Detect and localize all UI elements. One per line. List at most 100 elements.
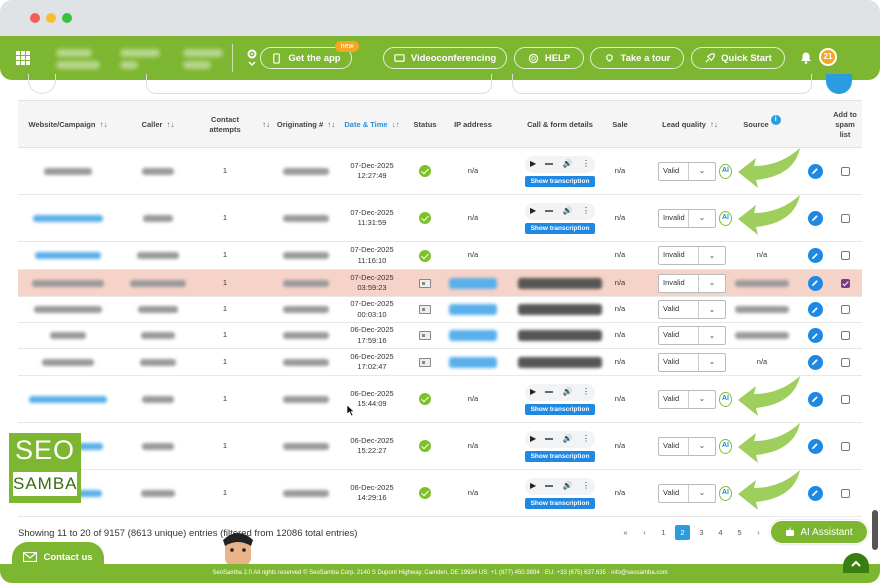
col-attempts-sort[interactable]: ↑↓	[252, 101, 276, 149]
col-originating[interactable]: Originating # ↑↓	[276, 101, 336, 149]
account-name-blurred[interactable]	[56, 49, 92, 57]
volume-icon[interactable]: 🔊	[562, 206, 573, 216]
date-filter-field[interactable]	[146, 74, 492, 94]
volume-icon[interactable]: 🔊	[562, 434, 573, 444]
form-details-blurred[interactable]	[518, 356, 602, 368]
show-transcription-button[interactable]: Show transcription	[524, 403, 596, 415]
show-transcription-button[interactable]: Show transcription	[524, 450, 596, 462]
spam-checkbox[interactable]	[840, 488, 850, 498]
spam-checkbox[interactable]	[840, 166, 850, 176]
audio-player[interactable]: ▶ 🔊 ⋮	[525, 430, 595, 448]
volume-icon[interactable]: 🔊	[562, 387, 573, 397]
filter-toggle[interactable]	[28, 74, 56, 94]
gear-icon[interactable]	[246, 48, 258, 60]
maximize-window-button[interactable]	[62, 13, 72, 23]
spam-checkbox[interactable]	[840, 331, 850, 340]
scroll-top-button[interactable]	[843, 553, 869, 573]
form-details-blurred[interactable]	[518, 330, 602, 341]
play-icon[interactable]: ▶	[530, 206, 537, 216]
edit-button[interactable]	[807, 248, 823, 263]
ai-score-icon[interactable]: AI	[718, 485, 732, 501]
col-lead-quality[interactable]: Lead quality ↑↓	[648, 101, 732, 149]
sort-desc-icon[interactable]: ↓↑	[391, 119, 400, 129]
sort-icon[interactable]: ↑↓	[327, 119, 336, 129]
website-link-blurred[interactable]	[33, 214, 103, 222]
play-icon[interactable]: ▶	[530, 387, 537, 397]
sort-icon[interactable]: ↑↓	[166, 119, 175, 129]
website-link-blurred[interactable]	[50, 332, 86, 339]
website-link-blurred[interactable]	[42, 358, 94, 366]
info-icon[interactable]: i	[770, 115, 781, 125]
page-button[interactable]: ›	[757, 528, 760, 537]
progress-bar[interactable]	[545, 210, 554, 212]
help-button[interactable]: HELP	[514, 47, 584, 69]
notification-count-badge[interactable]: 21	[819, 48, 837, 66]
minimize-window-button[interactable]	[46, 13, 56, 23]
workspace-name-blurred[interactable]	[120, 49, 160, 57]
spam-checkbox[interactable]	[840, 305, 850, 314]
audio-player[interactable]: ▶ 🔊 ⋮	[525, 383, 595, 401]
ip-address-blurred[interactable]	[449, 330, 497, 341]
spam-checkbox[interactable]	[840, 394, 850, 404]
audio-player[interactable]: ▶ 🔊 ⋮	[525, 477, 595, 495]
audio-player[interactable]: ▶ 🔊 ⋮	[525, 202, 595, 220]
col-caller[interactable]: Caller ↑↓	[118, 101, 198, 149]
ip-address-blurred[interactable]	[449, 304, 497, 315]
page-button[interactable]: «	[623, 528, 628, 537]
sort-icon[interactable]: ↑↓	[99, 119, 108, 129]
page-button[interactable]: 2	[675, 525, 690, 540]
more-icon[interactable]: ⋮	[581, 434, 590, 444]
location-name-blurred[interactable]	[183, 49, 223, 57]
lead-quality-select[interactable]: Valid ⌄	[658, 352, 726, 372]
page-button[interactable]: ‹	[643, 528, 646, 537]
show-transcription-button[interactable]: Show transcription	[524, 175, 596, 187]
lead-quality-select[interactable]: Invalid ⌄	[658, 246, 726, 265]
ai-score-icon[interactable]: AI	[718, 210, 732, 226]
ai-assistant-button[interactable]: AI Assistant	[770, 520, 868, 544]
volume-icon[interactable]: 🔊	[562, 159, 573, 169]
play-icon[interactable]: ▶	[530, 434, 537, 444]
spam-checkbox[interactable]	[840, 278, 850, 288]
edit-button[interactable]	[807, 354, 823, 370]
more-icon[interactable]: ⋮	[581, 481, 590, 491]
page-button[interactable]: 1	[661, 528, 666, 537]
contact-us-button[interactable]: Contact us	[12, 542, 104, 572]
lead-quality-select[interactable]: Invalid ⌄	[658, 208, 716, 228]
edit-button[interactable]	[807, 163, 823, 179]
search-filter-field[interactable]	[512, 74, 812, 94]
edit-button[interactable]	[807, 391, 823, 407]
edit-button[interactable]	[807, 328, 823, 343]
audio-player[interactable]: ▶ 🔊 ⋮	[525, 155, 595, 173]
edit-button[interactable]	[807, 275, 823, 291]
edit-button[interactable]	[807, 210, 823, 226]
more-icon[interactable]: ⋮	[581, 206, 590, 216]
refresh-button[interactable]	[826, 74, 852, 94]
more-icon[interactable]: ⋮	[581, 159, 590, 169]
take-tour-button[interactable]: Take a tour	[590, 47, 684, 69]
lead-quality-select[interactable]: Valid ⌄	[658, 483, 716, 503]
spam-checkbox[interactable]	[840, 213, 850, 223]
ip-address-blurred[interactable]	[449, 277, 497, 289]
bell-icon[interactable]	[798, 49, 814, 65]
quick-start-button[interactable]: Quick Start	[691, 47, 785, 69]
lead-quality-select[interactable]: Invalid ⌄	[658, 273, 726, 293]
spam-checkbox[interactable]	[840, 251, 850, 260]
website-link-blurred[interactable]	[35, 252, 101, 259]
progress-bar[interactable]	[545, 163, 554, 165]
lead-quality-select[interactable]: Valid ⌄	[658, 326, 726, 345]
website-link-blurred[interactable]	[29, 395, 107, 403]
website-link-blurred[interactable]	[34, 306, 102, 313]
chevron-down-icon[interactable]	[248, 61, 256, 67]
close-window-button[interactable]	[30, 13, 40, 23]
website-link-blurred[interactable]	[32, 279, 104, 287]
ai-score-icon[interactable]: AI	[718, 163, 732, 179]
page-button[interactable]: 3	[699, 528, 704, 537]
spam-checkbox[interactable]	[840, 441, 850, 451]
col-datetime[interactable]: Date & Time ↓↑	[336, 101, 408, 149]
form-details-blurred[interactable]	[518, 277, 602, 289]
ai-score-icon[interactable]: AI	[718, 438, 732, 454]
edit-button[interactable]	[807, 438, 823, 454]
website-link-blurred[interactable]	[44, 167, 92, 175]
volume-icon[interactable]: 🔊	[562, 481, 573, 491]
more-icon[interactable]: ⋮	[581, 387, 590, 397]
